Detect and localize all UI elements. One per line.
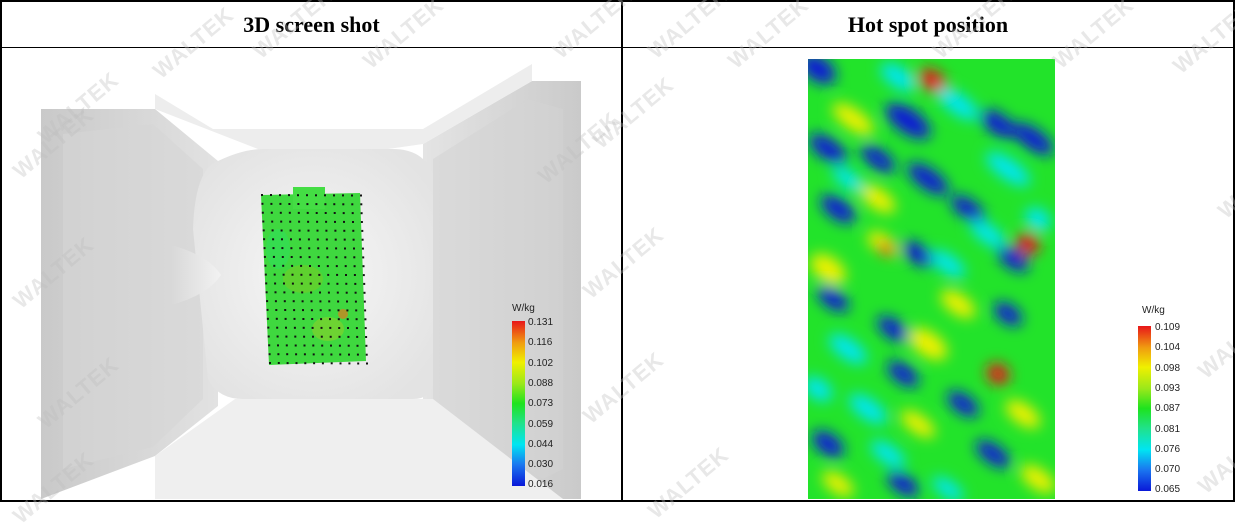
legend-right-tick: 0.065: [1155, 484, 1181, 496]
legend-left-tick: 0.102: [528, 357, 554, 369]
table-border-left: [0, 0, 2, 502]
table-border-bottom: [0, 500, 1235, 502]
legend-right-tick: 0.104: [1155, 342, 1181, 354]
sar-3d-render: [3, 49, 620, 499]
left-legend-colorbar: [512, 321, 525, 486]
table-column-divider: [621, 0, 623, 502]
table-header-divider: [0, 47, 1235, 48]
right-color-legend: W/kg 0.109 0.104 0.098 0.093 0.087 0.081 0.076…: [1138, 305, 1228, 495]
legend-right-tick: 0.093: [1155, 382, 1181, 394]
sar-measured-area: [261, 187, 368, 365]
table-border-top: [0, 0, 1235, 2]
header-3d-screen-shot: 3D screen shot: [243, 12, 380, 37]
legend-left-tick: 0.073: [528, 398, 554, 410]
hot-spot-heatmap: [808, 59, 1055, 499]
legend-right-tick: 0.087: [1155, 403, 1181, 415]
right-legend-colorbar: [1138, 326, 1151, 491]
legend-right-tick: 0.081: [1155, 423, 1181, 435]
legend-left-tick: 0.088: [528, 377, 554, 389]
legend-left-tick: 0.059: [528, 418, 554, 430]
legend-left-tick: 0.016: [528, 479, 554, 491]
legend-right-tick: 0.098: [1155, 362, 1181, 374]
legend-left-tick: 0.030: [528, 459, 554, 471]
table-border-right: [1233, 0, 1235, 502]
legend-right-tick: 0.109: [1155, 322, 1181, 333]
legend-left-tick: 0.116: [528, 337, 553, 349]
legend-right-tick: 0.076: [1155, 443, 1181, 455]
header-hot-spot-position: Hot spot position: [847, 12, 1009, 37]
legend-left-tick: 0.044: [528, 438, 554, 450]
report-table: 3D screen shot Hot spot position: [0, 0, 1235, 502]
left-color-legend: W/kg 0.131 0.116 0.102 0.088 0.073 0.059 0.044…: [512, 303, 612, 493]
legend-right-tick: 0.070: [1155, 464, 1181, 476]
right-legend-unit: W/kg: [1142, 305, 1165, 316]
legend-left-tick: 0.131: [528, 317, 554, 328]
left-legend-unit: W/kg: [512, 303, 535, 314]
